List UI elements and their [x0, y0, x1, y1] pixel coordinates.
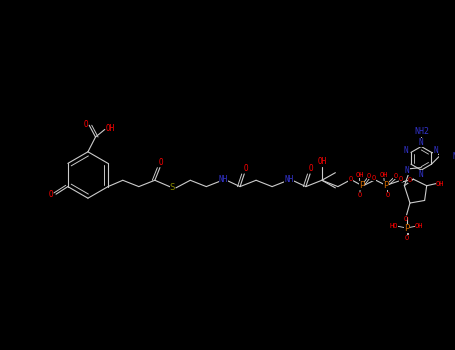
Text: P: P [404, 224, 410, 233]
Text: P: P [359, 181, 364, 190]
Text: OH: OH [415, 223, 424, 229]
Text: O: O [367, 173, 371, 179]
Text: O: O [349, 176, 353, 182]
Text: O: O [309, 164, 313, 173]
Text: O: O [393, 173, 397, 179]
Text: N: N [404, 146, 408, 155]
Text: OH: OH [106, 124, 115, 133]
Text: O: O [243, 164, 248, 173]
Text: O: O [386, 191, 390, 198]
Text: O: O [372, 175, 376, 181]
Text: OH: OH [355, 172, 364, 178]
Text: P: P [383, 181, 389, 190]
Text: O: O [404, 234, 409, 240]
Text: O: O [403, 216, 408, 222]
Text: OH: OH [436, 181, 445, 187]
Text: O: O [84, 120, 88, 129]
Text: OH: OH [379, 172, 388, 178]
Text: N: N [419, 170, 424, 179]
Text: N: N [419, 138, 424, 147]
Text: NH2: NH2 [415, 127, 430, 136]
Text: O: O [49, 190, 53, 199]
Text: HO: HO [389, 223, 398, 229]
Text: N: N [433, 146, 438, 155]
Text: N: N [405, 167, 410, 175]
Text: OH: OH [318, 157, 327, 166]
Text: O: O [399, 176, 403, 182]
Text: O: O [408, 177, 412, 183]
Text: S: S [170, 183, 175, 192]
Text: NH: NH [218, 175, 228, 184]
Text: O: O [357, 191, 362, 198]
Text: O: O [159, 158, 163, 167]
Text: NH: NH [284, 175, 293, 184]
Text: N: N [453, 152, 455, 161]
